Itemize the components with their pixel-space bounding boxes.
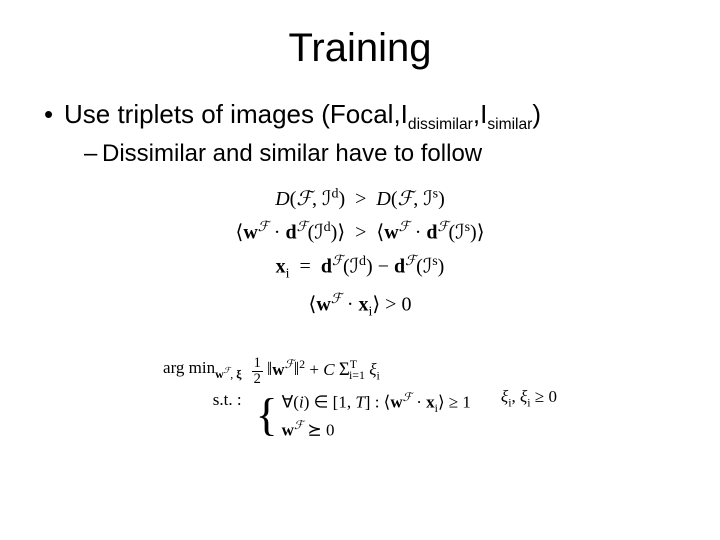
bullet-level-2: –Dissimilar and similar have to follow [84, 140, 680, 168]
opt-xi-condition: ξi, ξi ≥ 0 [501, 387, 557, 410]
bullet1-sub1: dissimilar [408, 116, 473, 133]
opt-argmin: arg minwℱ, ξ [163, 358, 242, 381]
half-num: 1 [252, 356, 263, 371]
bullet1-text-pre: Use triplets of images (Focal,I [64, 99, 408, 129]
equation-2: ⟨wℱ · dℱ(ℐd)⟩ > ⟨wℱ · dℱ(ℐs)⟩ [40, 219, 680, 245]
bullet-level-1: •Use triplets of images (Focal,Idissimil… [44, 99, 680, 134]
equation-4: ⟨wℱ · xi⟩ > 0 [40, 291, 680, 321]
bullet1-text-post: ) [532, 99, 541, 129]
opt-constraint-2: wℱ ⪰ 0 [282, 418, 471, 441]
sum-lower: i=1 [349, 368, 365, 382]
opt-objective: 12 ‖wℱ‖2 + C ΣTi=1 ξi [252, 356, 380, 386]
optimization-block: arg minwℱ, ξ s.t. : . 12 ‖wℱ‖2 + C ΣTi=1… [40, 354, 680, 443]
math-block: D(ℱ, ℐd) > D(ℱ, ℐs) ⟨wℱ · dℱ(ℐd)⟩ > ⟨wℱ … [40, 186, 680, 320]
brace-icon: { [252, 392, 282, 438]
bullet1-text-mid: ,I [473, 99, 487, 129]
equation-1: D(ℱ, ℐd) > D(ℱ, ℐs) [40, 186, 680, 211]
bullet-dash-icon: – [84, 140, 102, 168]
opt-constraint-1: ∀(i) ∈ [1, T] : ⟨wℱ · xi⟩ ≥ 1 [282, 390, 471, 416]
opt-argmin-text: arg min [163, 358, 215, 377]
slide-title: Training [40, 26, 680, 71]
bullet2-text: Dissimilar and similar have to follow [102, 140, 482, 167]
opt-subject-to: s.t. : [213, 390, 242, 410]
bullet-dot-icon: • [44, 99, 64, 130]
slide: Training •Use triplets of images (Focal,… [0, 0, 720, 540]
half-den: 2 [252, 372, 263, 386]
bullet1-sub2: similar [487, 116, 532, 133]
half-fraction: 12 [252, 356, 263, 386]
equation-3: xi = dℱ(ℐd) − dℱ(ℐs) [40, 253, 680, 283]
opt-side-condition: ξi, ξi ≥ 0 [501, 354, 557, 443]
opt-constraints: 12 ‖wℱ‖2 + C ΣTi=1 ξi { ∀(i) ∈ [1, T] : … [252, 354, 471, 443]
opt-left-labels: arg minwℱ, ξ s.t. : . [163, 354, 242, 443]
